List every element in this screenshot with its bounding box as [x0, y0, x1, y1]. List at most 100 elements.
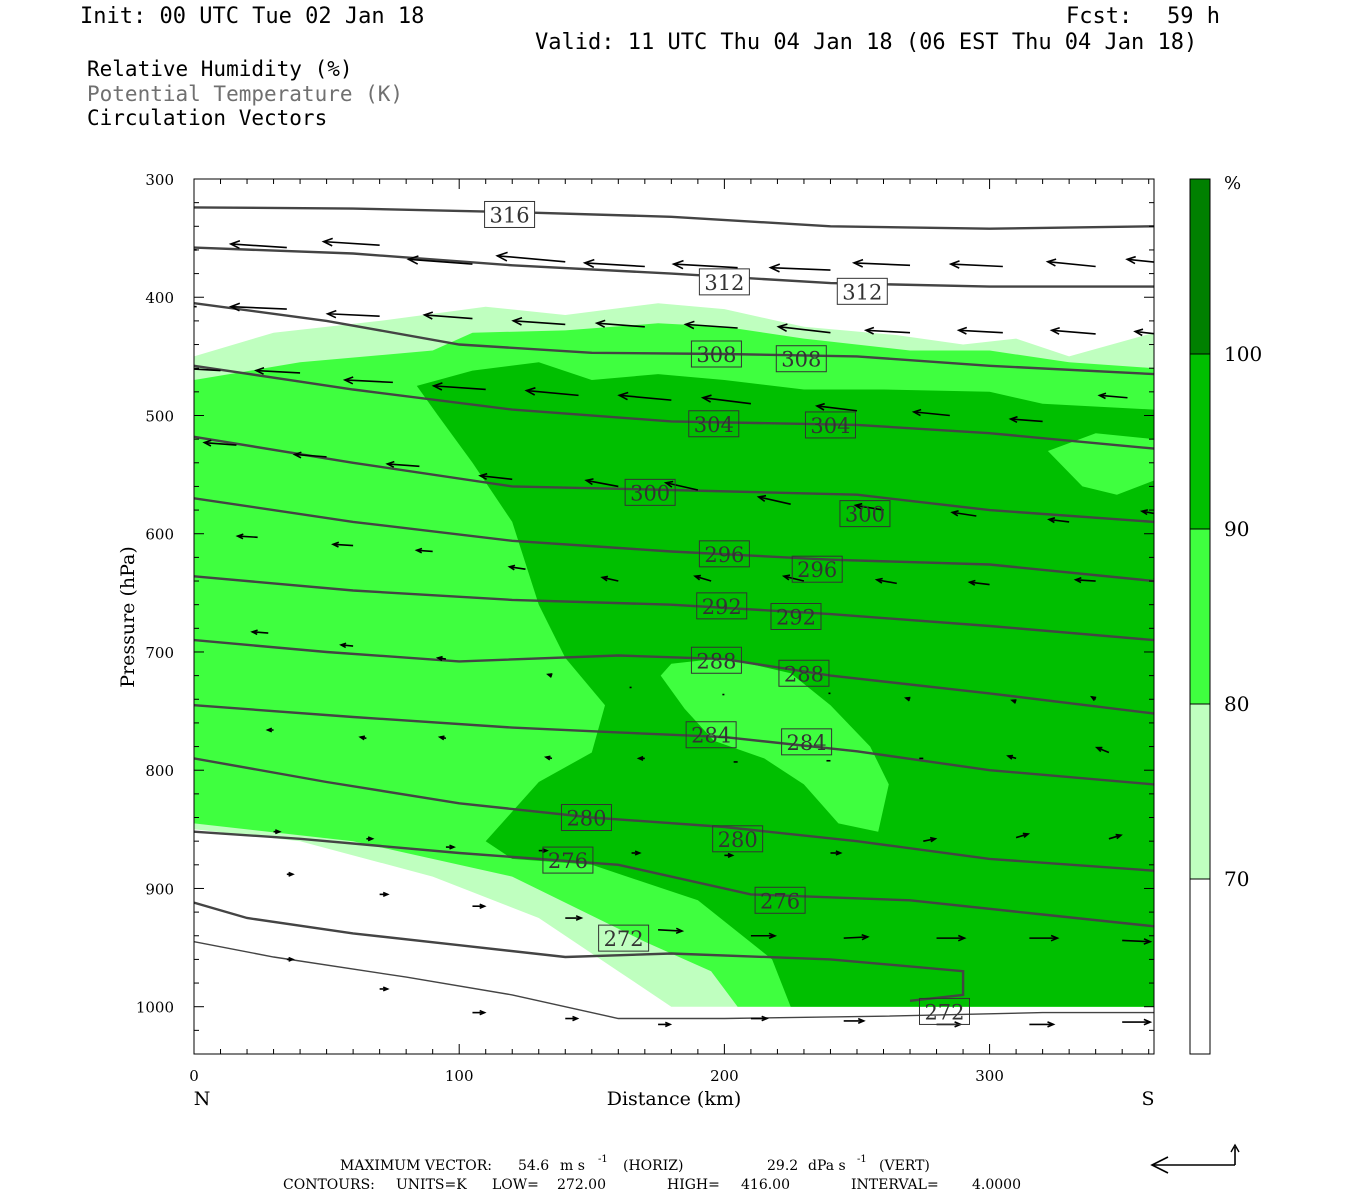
vector-35	[1214, 378, 1242, 383]
vector-34	[1097, 392, 1128, 400]
init-time: Init: 00 UTC Tue 02 Jan 18	[80, 4, 425, 29]
svg-text:300: 300	[145, 171, 174, 189]
svg-text:1000: 1000	[136, 999, 174, 1017]
vector-33	[1008, 415, 1043, 424]
colorbar-segment-0	[1189, 878, 1211, 1055]
theta-contour-300-7	[194, 435, 1154, 524]
svg-text:276: 276	[760, 889, 800, 913]
vector-96	[750, 932, 777, 939]
vector-100	[1122, 938, 1153, 945]
vector-61	[546, 673, 553, 678]
vertical-max-unit: dPa s	[808, 1158, 846, 1174]
theta-label-312-2: 312	[836, 277, 888, 305]
svg-text:292: 292	[776, 606, 816, 630]
vector-31	[814, 402, 858, 412]
vector-79	[1172, 739, 1188, 746]
theta-contour-312-1	[194, 246, 1154, 288]
y-tick-300: 300	[145, 171, 1154, 275]
vertical-unit-exponent: -1	[857, 1154, 867, 1165]
colorbar-label-90: 90	[1224, 517, 1249, 541]
vector-71	[437, 735, 447, 741]
vector-80	[273, 829, 282, 835]
theta-contour-304-5	[194, 364, 1154, 450]
vector-57	[1153, 578, 1154, 579]
vector-51	[600, 575, 619, 582]
vector-0	[194, 248, 197, 251]
vector-44	[950, 510, 977, 517]
theta-label-272-22: 272	[918, 997, 970, 1025]
vector-19	[776, 323, 831, 334]
x-tick-200: 200	[710, 179, 739, 1085]
vector-82	[445, 844, 456, 850]
vector-56	[1073, 577, 1096, 584]
vector-29	[617, 391, 672, 401]
vector-58	[250, 629, 269, 636]
vector-78	[1094, 746, 1110, 754]
vector-99	[1029, 934, 1060, 942]
vector-6	[671, 259, 738, 270]
svg-text:300: 300	[975, 1067, 1004, 1085]
theta-contour-272-22	[194, 941, 1154, 1020]
vector-66	[1010, 699, 1017, 704]
theta-label-300-8: 300	[839, 500, 891, 528]
vector-50	[507, 564, 526, 571]
circulation-vectors	[194, 237, 1242, 1028]
contour-interval-label: INTERVAL=	[851, 1177, 939, 1193]
reference-vector	[1150, 1143, 1240, 1174]
vector-69	[265, 727, 274, 733]
theta-contour-276-19	[194, 830, 1154, 928]
vector-11	[1125, 255, 1154, 265]
relative-humidity-fill	[194, 303, 1154, 1007]
contour-low-label: LOW=	[492, 1177, 539, 1193]
vector-16	[511, 317, 566, 326]
vector-23	[1133, 328, 1154, 337]
max-vector-label: MAXIMUM VECTOR:	[340, 1158, 492, 1174]
colorbar-segment-4	[1189, 178, 1211, 355]
vector-93	[472, 903, 487, 909]
svg-text:400: 400	[145, 289, 174, 307]
contour-high-value: 416.00	[741, 1177, 790, 1193]
svg-text:312: 312	[704, 271, 744, 295]
vector-72	[543, 755, 553, 761]
vector-36	[202, 439, 237, 447]
theta-label-296-10: 296	[791, 555, 843, 583]
svg-text:200: 200	[710, 1067, 739, 1085]
vector-20	[863, 326, 911, 335]
horizontal-unit-exponent: -1	[598, 1154, 608, 1165]
vector-10	[1045, 258, 1096, 268]
legend-circulation-vectors: Circulation Vectors	[87, 106, 328, 130]
theta-label-276-20: 276	[754, 886, 806, 914]
svg-text:312: 312	[842, 280, 882, 304]
vector-3	[406, 255, 473, 265]
svg-text:900: 900	[145, 880, 174, 898]
svg-text:288: 288	[696, 649, 736, 673]
x-tick-300: 300	[975, 179, 1004, 1085]
svg-text:700: 700	[145, 644, 174, 662]
vector-52	[693, 574, 712, 582]
horizontal-max-value: 54.6	[518, 1158, 550, 1174]
y-tick-500: 500	[145, 407, 1154, 511]
svg-text:304: 304	[694, 413, 734, 437]
vector-1	[228, 240, 287, 250]
vector-89	[1108, 833, 1123, 840]
legend-relative-humidity: Relative Humidity (%)	[87, 57, 353, 81]
colorbar-label-80: 80	[1224, 692, 1249, 716]
y-axis-title: Pressure (hPa)	[117, 546, 139, 688]
theta-contour-316-0	[194, 206, 1154, 230]
vector-77	[1006, 754, 1017, 760]
vector-68	[1171, 692, 1175, 697]
vector-110	[1122, 1018, 1153, 1026]
vector-8	[851, 258, 911, 268]
svg-text:308: 308	[781, 348, 821, 372]
colorbar-segment-3	[1189, 353, 1211, 530]
vector-25	[254, 366, 301, 375]
y-tick-900: 900	[145, 880, 1154, 984]
vector-45	[1047, 517, 1070, 524]
theta-label-276-19: 276	[542, 846, 594, 874]
vector-84	[631, 850, 642, 856]
svg-text:316: 316	[490, 203, 530, 227]
forecast-label: Fcst:	[1066, 4, 1133, 29]
vector-18	[683, 320, 738, 330]
axes: 300 400 500 600 700 800 900 1000 0 100 200 300	[136, 171, 1154, 1085]
